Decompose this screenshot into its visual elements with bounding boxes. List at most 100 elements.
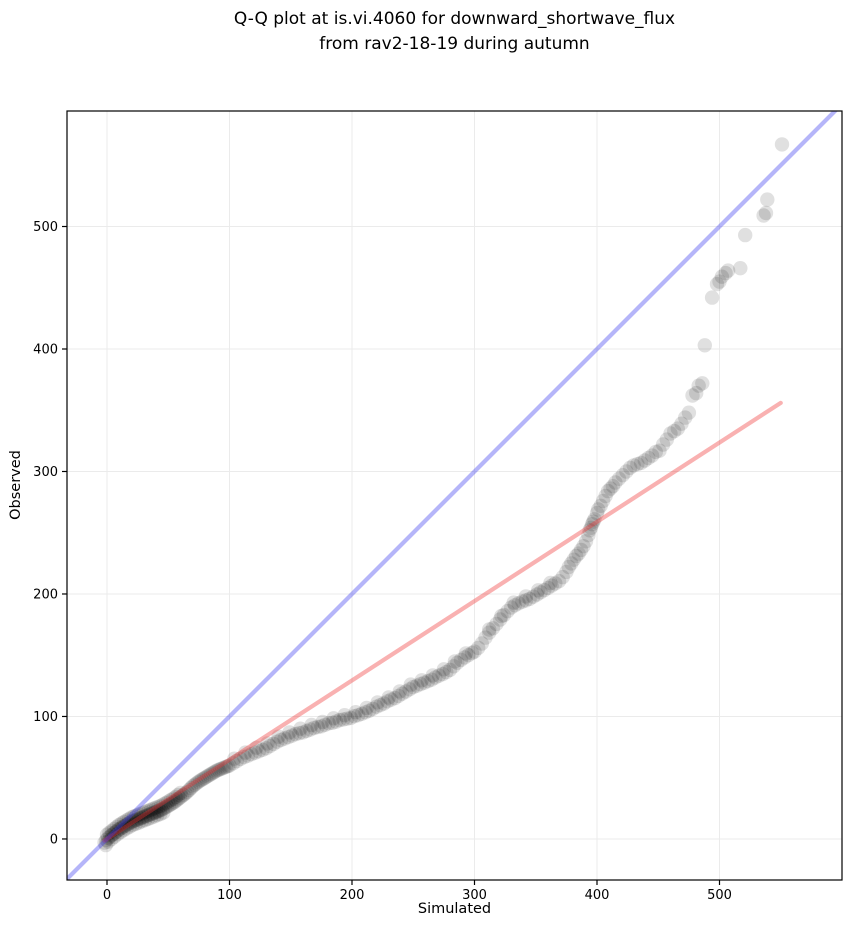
qq-point <box>576 539 591 554</box>
qq-point <box>663 426 678 441</box>
qq-point <box>146 801 161 816</box>
qq-point <box>461 648 476 663</box>
y-tick-label: 400 <box>33 343 58 358</box>
qq-point <box>183 780 199 796</box>
qq-point <box>136 805 151 820</box>
qq-point <box>143 802 159 817</box>
qq-point <box>156 805 171 820</box>
qq-point <box>718 265 733 281</box>
qq-point <box>336 712 351 727</box>
qq-point <box>332 712 347 728</box>
qq-point <box>482 622 497 637</box>
qq-point <box>584 517 600 532</box>
qq-point <box>169 793 184 808</box>
qq-point <box>134 806 149 821</box>
qq-point <box>255 742 270 757</box>
qq-point <box>511 596 526 611</box>
qq-point <box>667 423 682 439</box>
qq-point <box>555 569 570 585</box>
qq-point <box>98 837 114 853</box>
qq-point <box>387 690 403 706</box>
qq-point <box>458 646 474 661</box>
qq-point <box>380 694 395 709</box>
qq-point <box>506 595 521 610</box>
qq-point <box>288 726 303 742</box>
qq-point <box>370 695 385 710</box>
qq-point <box>218 759 233 775</box>
qq-point <box>273 732 289 748</box>
qq-point <box>205 765 221 781</box>
qq-point <box>409 678 425 693</box>
qq-point <box>132 811 147 826</box>
y-tick-label: 500 <box>33 220 58 235</box>
qq-point <box>249 740 264 755</box>
qq-point <box>608 475 623 490</box>
qq-point <box>655 437 671 452</box>
x-tick-label: 200 <box>340 888 365 903</box>
qq-point <box>384 692 399 707</box>
qq-point <box>109 819 125 834</box>
qq-point <box>167 795 182 810</box>
qq-point <box>163 797 178 812</box>
qq-point <box>310 719 325 735</box>
qq-point <box>173 785 188 801</box>
qq-point <box>187 777 202 792</box>
qq-point <box>439 664 454 680</box>
qq-point <box>292 725 307 741</box>
qq-point <box>526 589 541 604</box>
qq-point <box>369 699 384 714</box>
qq-point <box>277 731 292 746</box>
qq-point <box>112 822 127 837</box>
qq-point <box>140 811 156 827</box>
qq-point <box>180 784 195 799</box>
qq-point <box>174 789 189 804</box>
y-tick-label: 200 <box>33 587 58 602</box>
qq-point <box>104 832 119 847</box>
qq-point <box>156 797 171 812</box>
identity-line <box>67 111 838 880</box>
qq-point <box>125 817 140 833</box>
qq-point <box>281 729 296 745</box>
qq-point <box>644 448 660 463</box>
qq-point <box>191 774 206 790</box>
qq-point <box>674 416 689 431</box>
qq-point <box>685 388 700 403</box>
qq-point <box>211 762 226 778</box>
qq-point <box>266 736 281 752</box>
qq-point <box>172 790 188 805</box>
qq-point <box>227 751 242 766</box>
qq-point <box>102 825 117 840</box>
qq-point <box>170 792 186 807</box>
qq-point <box>758 205 774 221</box>
qq-point <box>615 468 630 483</box>
qq-point <box>529 587 545 602</box>
qq-point <box>548 576 563 591</box>
qq-point <box>709 276 725 292</box>
qq-point <box>137 809 153 824</box>
qq-point <box>126 809 142 824</box>
qq-point <box>99 832 114 848</box>
qq-point <box>145 806 160 821</box>
qq-point <box>704 290 720 305</box>
qq-point <box>126 813 142 828</box>
qq-point <box>229 753 244 769</box>
qq-point <box>358 705 373 720</box>
qq-point <box>151 799 166 814</box>
qq-point <box>500 603 515 619</box>
qq-point <box>464 645 480 661</box>
qq-point <box>129 808 144 823</box>
qq-point <box>165 791 181 806</box>
qq-point <box>295 725 311 740</box>
qq-point <box>110 823 125 838</box>
qq-point <box>178 786 193 801</box>
qq-point <box>697 338 712 353</box>
qq-point <box>633 455 649 471</box>
qq-point <box>135 810 151 825</box>
qq-point <box>720 263 736 278</box>
qq-point <box>738 227 753 243</box>
qq-point <box>586 514 601 529</box>
qq-point <box>321 716 336 731</box>
chart-title-line1: Q-Q plot at is.vi.4060 for downward_shor… <box>233 9 676 29</box>
qq-point <box>147 809 162 824</box>
qq-point <box>391 688 406 704</box>
